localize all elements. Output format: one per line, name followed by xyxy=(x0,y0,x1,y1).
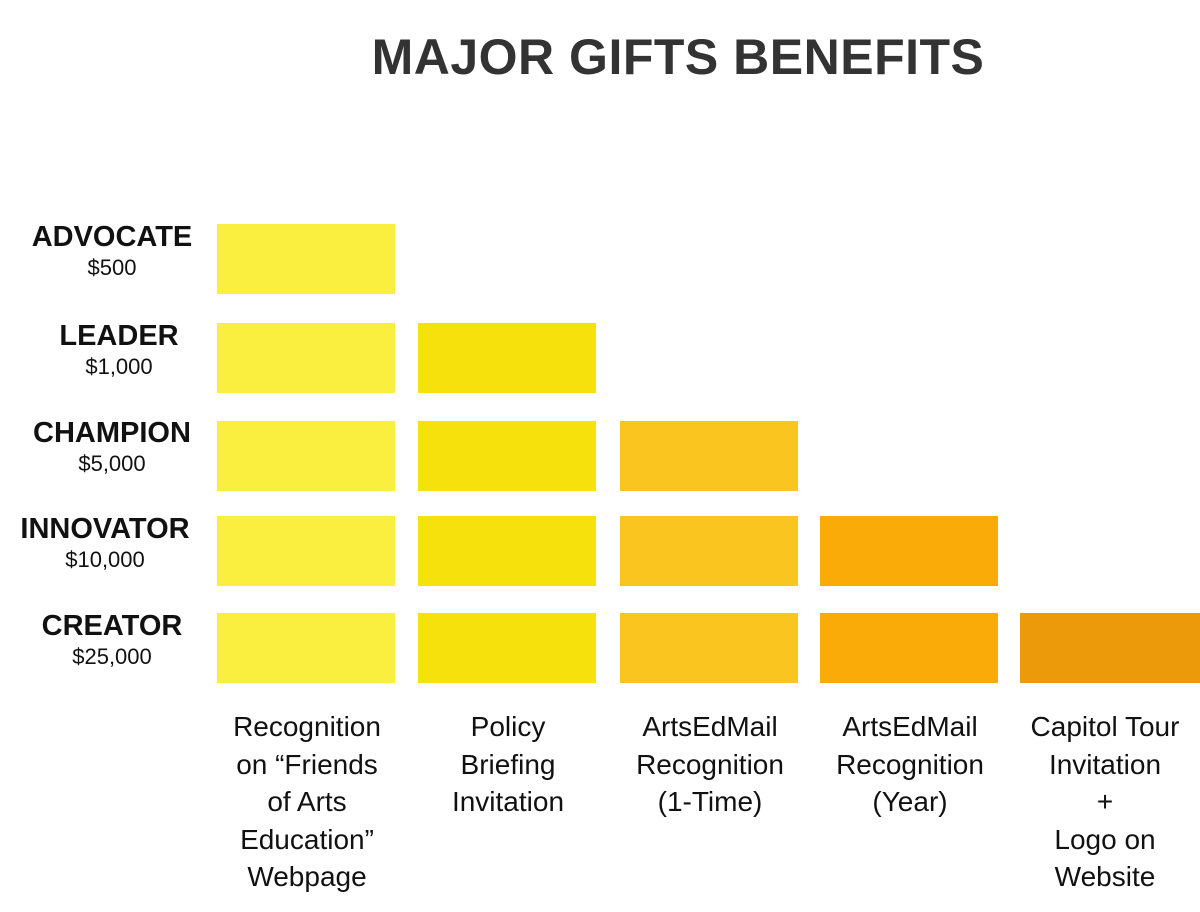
page-title: MAJOR GIFTS BENEFITS xyxy=(371,29,985,85)
benefit-line: Website xyxy=(1054,861,1156,892)
benefit-cell xyxy=(418,323,596,393)
tier-amount: $5,000 xyxy=(78,451,146,476)
tier-innovator: INNOVATOR $10,000 xyxy=(0,512,210,574)
benefit-cell xyxy=(620,613,798,683)
benefit-line: on “Friends xyxy=(236,748,378,780)
benefit-cell xyxy=(217,323,395,393)
benefit-cell xyxy=(217,613,395,683)
tier-name: CREATOR xyxy=(41,610,183,642)
benefit-line: Recognition xyxy=(836,748,984,780)
benefit-label-artsedmail-year: ArtsEdMail Recognition (Year) xyxy=(815,708,1005,821)
benefit-line: Webpage xyxy=(247,861,367,892)
benefit-cell xyxy=(820,613,998,683)
tier-champion: CHAMPION $5,000 xyxy=(7,416,217,478)
benefit-label-policy-briefing: Policy Briefing Invitation xyxy=(413,708,603,821)
benefit-line: Logo on xyxy=(1054,823,1156,855)
benefit-line: Recognition xyxy=(636,748,784,780)
tier-name: CHAMPION xyxy=(33,417,191,449)
benefit-line: Briefing xyxy=(460,748,556,780)
benefit-cell xyxy=(418,421,596,491)
benefit-cell xyxy=(418,516,596,586)
benefit-line: Policy xyxy=(470,711,546,742)
benefit-line: Invitation xyxy=(451,786,565,817)
benefit-line: + xyxy=(1096,786,1114,817)
benefit-label-capitol-tour: Capitol Tour Invitation + Logo on Websit… xyxy=(1010,708,1200,896)
benefit-cell xyxy=(217,516,395,586)
tier-name: ADVOCATE xyxy=(31,221,193,253)
benefit-line: ArtsEdMail xyxy=(842,711,978,742)
benefit-cell xyxy=(620,421,798,491)
tier-creator: CREATOR $25,000 xyxy=(7,609,217,671)
benefit-line: Recognition xyxy=(233,711,381,742)
tier-amount: $500 xyxy=(87,255,137,280)
tier-name: LEADER xyxy=(59,320,179,352)
tier-leader: LEADER $1,000 xyxy=(14,319,224,381)
benefit-cell xyxy=(1020,613,1200,683)
benefit-line: (Year) xyxy=(872,786,948,817)
tier-amount: $1,000 xyxy=(85,354,153,379)
benefit-cell xyxy=(217,224,395,294)
benefit-line: of Arts xyxy=(267,786,347,817)
benefit-cell xyxy=(418,613,596,683)
tier-amount: $10,000 xyxy=(65,547,145,572)
benefit-label-friends-webpage: Recognition on “Friends of Arts Educatio… xyxy=(212,708,402,896)
benefit-label-artsedmail-1time: ArtsEdMail Recognition (1-Time) xyxy=(615,708,805,821)
benefit-cell xyxy=(620,516,798,586)
benefit-line: (1-Time) xyxy=(657,786,763,817)
tier-name: INNOVATOR xyxy=(20,513,190,545)
benefit-cell xyxy=(820,516,998,586)
benefit-cell xyxy=(217,421,395,491)
benefit-line: Capitol Tour xyxy=(1030,711,1180,742)
tier-amount: $25,000 xyxy=(72,644,152,669)
benefit-line: ArtsEdMail xyxy=(642,711,778,742)
benefit-line: Invitation xyxy=(1048,748,1162,780)
tier-advocate: ADVOCATE $500 xyxy=(7,220,217,282)
benefit-line: Education” xyxy=(240,823,374,855)
